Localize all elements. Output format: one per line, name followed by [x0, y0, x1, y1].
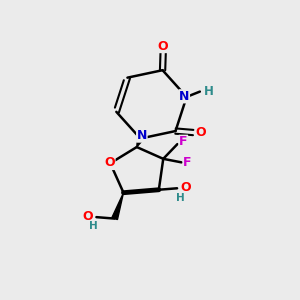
Polygon shape — [112, 193, 124, 220]
Text: O: O — [82, 210, 93, 223]
Text: O: O — [196, 126, 206, 139]
Text: H: H — [204, 85, 214, 98]
Text: H: H — [88, 221, 97, 231]
Text: F: F — [183, 156, 192, 169]
Text: N: N — [137, 129, 147, 142]
Text: O: O — [104, 157, 115, 169]
Text: N: N — [179, 90, 189, 103]
Text: O: O — [181, 181, 191, 194]
Polygon shape — [137, 137, 143, 147]
Text: H: H — [176, 193, 185, 203]
Text: O: O — [158, 40, 169, 52]
Text: F: F — [179, 135, 188, 148]
